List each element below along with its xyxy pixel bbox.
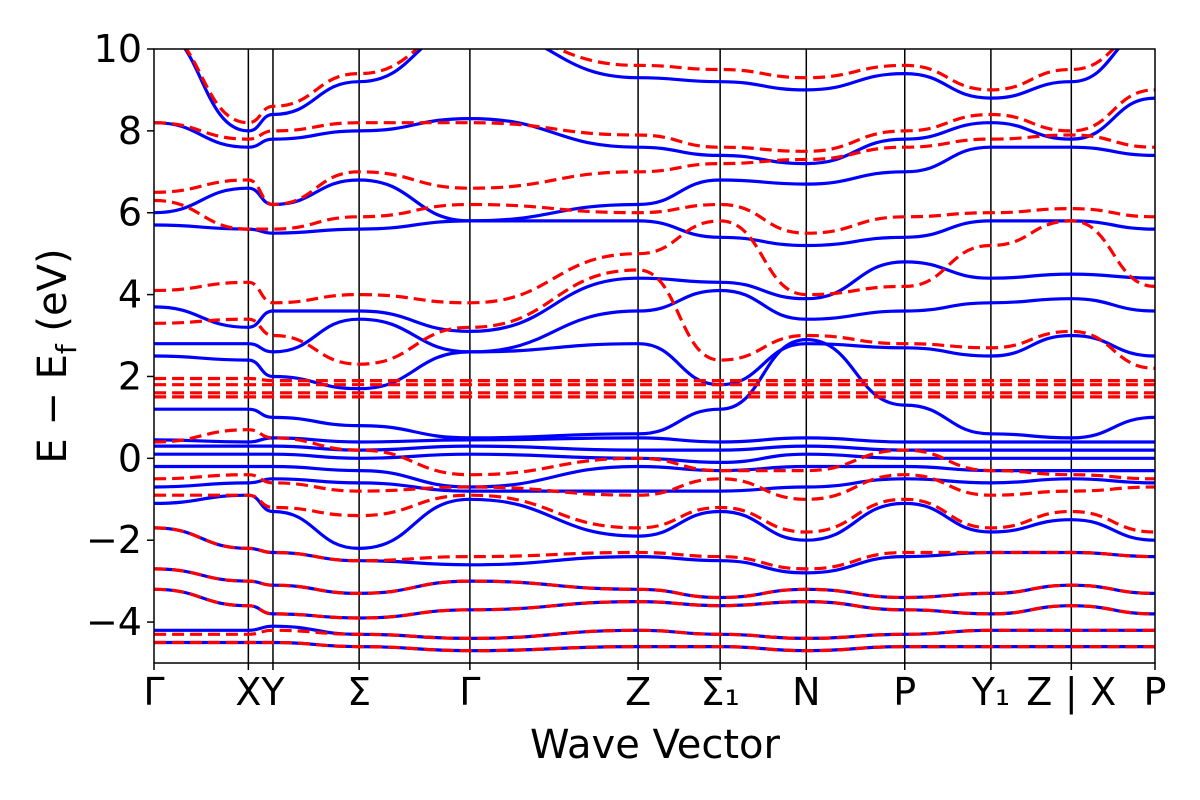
- segment-break-label: |: [1065, 670, 1078, 715]
- y-axis-title-main: E − E: [30, 354, 76, 464]
- y-tick-label: 2: [118, 354, 142, 398]
- dashed-band-line: [154, 628, 1155, 641]
- y-tick-label: 10: [94, 27, 142, 71]
- x-tick-label: Σ₁: [701, 670, 740, 714]
- dashed-band-line: [154, 428, 1155, 481]
- dashed-band-line: [154, 473, 1155, 501]
- plot-frame: [153, 48, 1156, 664]
- high-symmetry-lines: [247, 49, 1073, 663]
- solid-band-line: [183, 49, 1121, 133]
- y-tick-label: −2: [86, 518, 142, 562]
- solid-band-line: [154, 219, 1155, 248]
- x-axis-title: Wave Vector: [530, 722, 781, 768]
- x-tick-label: P: [893, 670, 916, 714]
- dashed-band-line: [154, 198, 1155, 235]
- solid-band-line: [154, 96, 1155, 166]
- solid-band-line: [154, 452, 1155, 465]
- x-tick-label: Σ: [347, 670, 371, 714]
- solid-band-line: [154, 145, 1155, 223]
- x-tick-label: P: [1144, 670, 1167, 714]
- solid-band-line: [154, 288, 1155, 354]
- dashed-band-line: [154, 493, 1155, 534]
- y-tick-label: 0: [118, 436, 142, 480]
- svg-text:E − Ef (eV): E − Ef (eV): [30, 248, 83, 463]
- dashed-band-line: [154, 376, 1155, 383]
- dashed-band-line: [154, 133, 1155, 207]
- x-tick-label: Z: [625, 670, 651, 714]
- y-tick-label: 4: [118, 273, 142, 317]
- y-axis-title-subscript: f: [50, 343, 83, 354]
- dashed-band-line: [154, 268, 1155, 370]
- bands-layer: [154, 49, 1155, 653]
- x-axis: Γ X Y Σ Γ Z Σ₁ N P Y₁ Z X P|: [143, 663, 1166, 715]
- x-tick-label: Y₁: [971, 670, 1010, 714]
- solid-band-line: [154, 337, 1155, 440]
- solid-band-line: [154, 477, 1155, 493]
- solid-band-line: [154, 436, 1155, 444]
- x-tick-label: Y: [260, 670, 285, 714]
- dashed-band-line: [154, 567, 1155, 600]
- x-tick-label: X: [235, 670, 261, 714]
- x-tick-label: X: [1090, 670, 1116, 714]
- dashed-band-line: [154, 526, 1155, 571]
- dashed-band-line: [154, 640, 1155, 653]
- solid-band-line: [154, 444, 1155, 452]
- dashed-band-line: [184, 49, 1116, 125]
- solid-band-line: [154, 260, 1155, 334]
- x-tick-label: N: [792, 670, 820, 714]
- y-axis: −4 −2 0 2 4 6 8 10: [86, 27, 154, 644]
- y-tick-label: 8: [118, 109, 142, 153]
- y-tick-label: −4: [86, 600, 142, 644]
- dashed-band-line: [154, 219, 1155, 305]
- y-axis-title: E − Ef (eV): [30, 248, 83, 463]
- x-tick-label: Γ: [143, 670, 164, 714]
- x-tick-label: Γ: [459, 670, 480, 714]
- y-tick-label: 6: [118, 191, 142, 235]
- solid-band-line: [154, 493, 1155, 551]
- y-axis-title-unit: (eV): [30, 248, 76, 331]
- dashed-band-line: [154, 587, 1155, 620]
- solid-band-line: [154, 333, 1155, 391]
- x-tick-label: Z: [1026, 670, 1052, 714]
